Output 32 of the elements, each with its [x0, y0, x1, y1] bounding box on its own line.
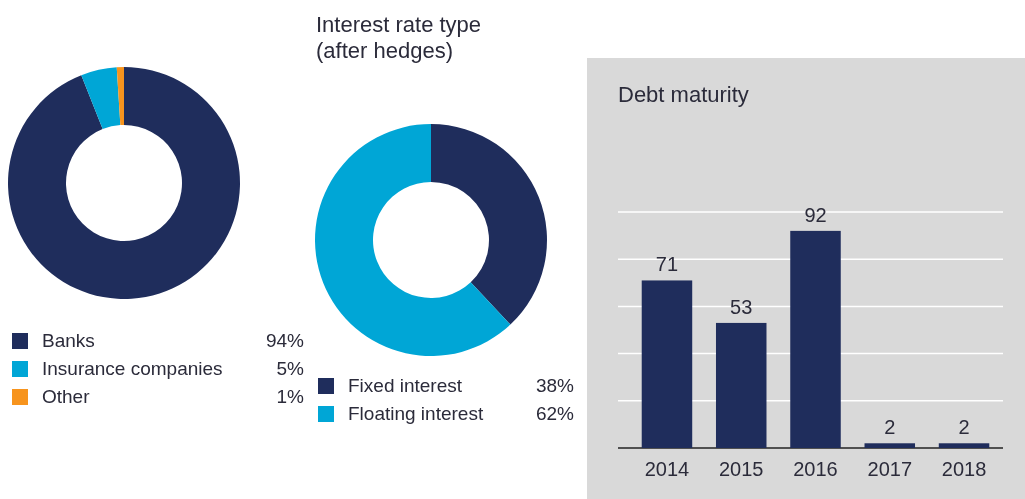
data-label: 94% [265, 330, 305, 351]
donut-slice [116, 67, 124, 126]
bar [864, 443, 916, 448]
legend-label: Banks [42, 330, 95, 351]
data-label: 62% [535, 403, 575, 424]
donut-slice [8, 67, 240, 299]
x-tick-label: 2017 [867, 458, 913, 480]
donut-slice [81, 67, 121, 130]
bar [715, 322, 767, 448]
legend-label: Insurance companies [42, 358, 223, 379]
bar [790, 230, 841, 448]
x-tick-label: 2016 [793, 458, 838, 480]
data-label: 53 [730, 295, 753, 318]
legend-label: Floating interest [348, 403, 484, 424]
data-label: 71 [655, 253, 679, 276]
donut-slice [431, 124, 547, 325]
x-tick-label: 2018 [941, 458, 987, 480]
data-label: 92 [804, 203, 827, 226]
chart-title: Interest rate type (after hedges) [316, 12, 482, 63]
data-label: 2 [958, 416, 970, 439]
legend-label: Fixed interest [348, 375, 463, 396]
data-label: 1% [276, 386, 305, 407]
x-tick-label: 2015 [718, 458, 764, 480]
chart-title: Debt maturity [618, 82, 749, 107]
data-label: 5% [276, 358, 305, 379]
legend-label: Other [42, 386, 91, 407]
data-label: 2 [884, 416, 896, 439]
bar [938, 443, 990, 448]
data-label: 38% [535, 375, 575, 396]
donut-slice [315, 124, 511, 356]
bar [641, 280, 693, 448]
x-tick-label: 2014 [644, 458, 690, 480]
